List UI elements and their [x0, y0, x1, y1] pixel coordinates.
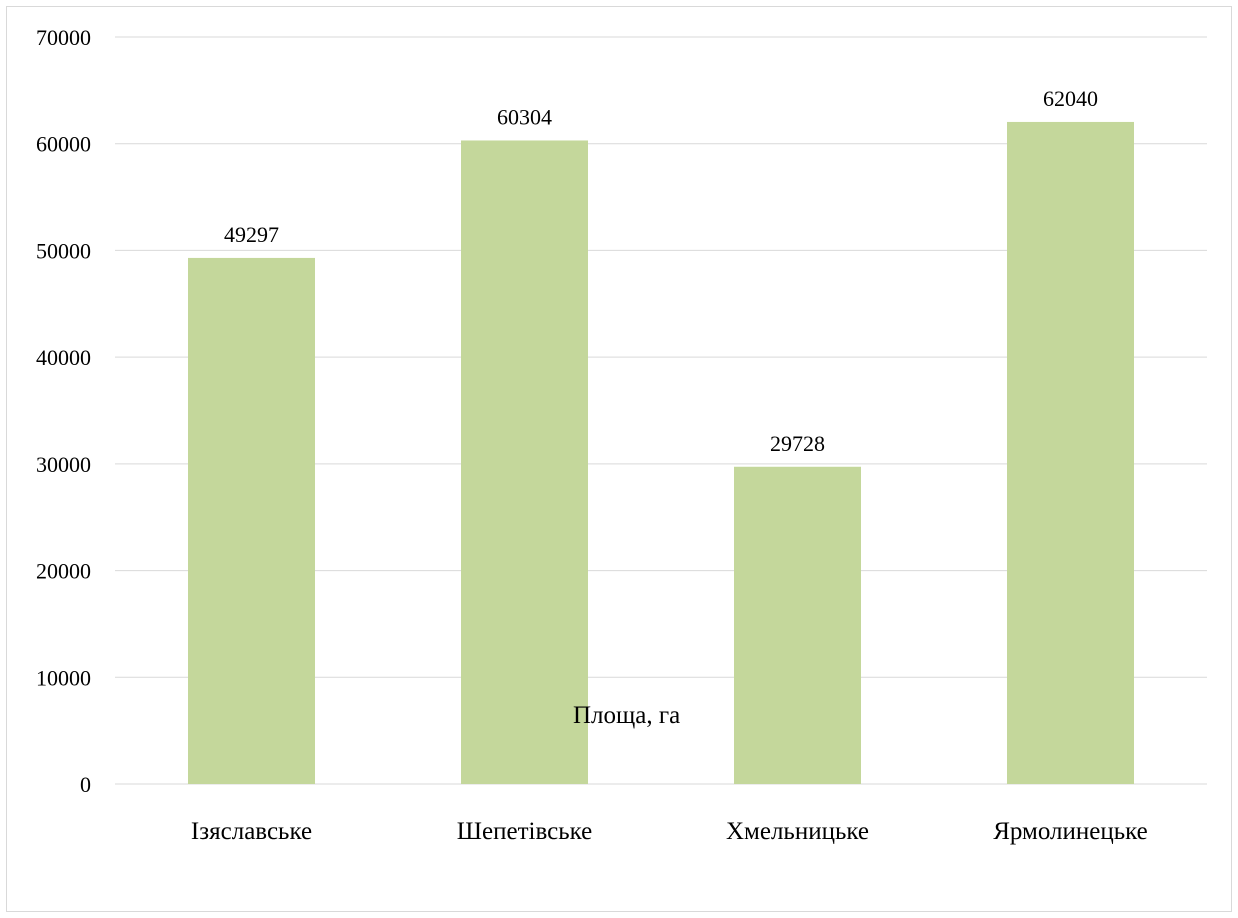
category-label-1: Ізяславське [191, 818, 312, 845]
data-label-4: 62040 [1043, 86, 1098, 111]
y-tick-label: 60000 [36, 132, 91, 157]
y-tick-label: 50000 [36, 238, 91, 263]
y-tick-label: 40000 [36, 345, 91, 370]
bar-2 [461, 140, 588, 785]
bars [188, 121, 1134, 785]
bar-3 [734, 466, 861, 784]
legend-swatch [549, 705, 568, 724]
y-axis-tick-labels: 0 10000 20000 30000 40000 50000 60000 70000 [36, 25, 91, 797]
legend: Площа, га [549, 702, 680, 729]
y-tick-label: 20000 [36, 559, 91, 584]
category-label-4: Ярмолинецьке [993, 818, 1148, 845]
bar-1 [188, 257, 315, 784]
bar-4 [1007, 121, 1134, 784]
y-tick-label: 70000 [36, 25, 91, 50]
chart-frame: 0 10000 20000 30000 40000 50000 60000 70000 492… [6, 6, 1232, 912]
data-labels: 49297 60304 29728 62040 [224, 86, 1098, 456]
data-label-3: 29728 [770, 431, 825, 456]
bar-chart: 0 10000 20000 30000 40000 50000 60000 70000 492… [36, 25, 1207, 845]
legend-label: Площа, га [573, 702, 680, 729]
category-label-3: Хмельницьке [726, 818, 869, 845]
y-tick-label: 0 [80, 772, 91, 797]
data-label-2: 60304 [497, 104, 552, 129]
x-axis-category-labels: Ізяславське Шепетівське Хмельницьке Ярмолин… [191, 818, 1148, 845]
category-label-2: Шепетівське [457, 818, 592, 845]
y-tick-label: 30000 [36, 452, 91, 477]
y-tick-label: 10000 [36, 665, 91, 690]
data-label-1: 49297 [224, 222, 279, 247]
